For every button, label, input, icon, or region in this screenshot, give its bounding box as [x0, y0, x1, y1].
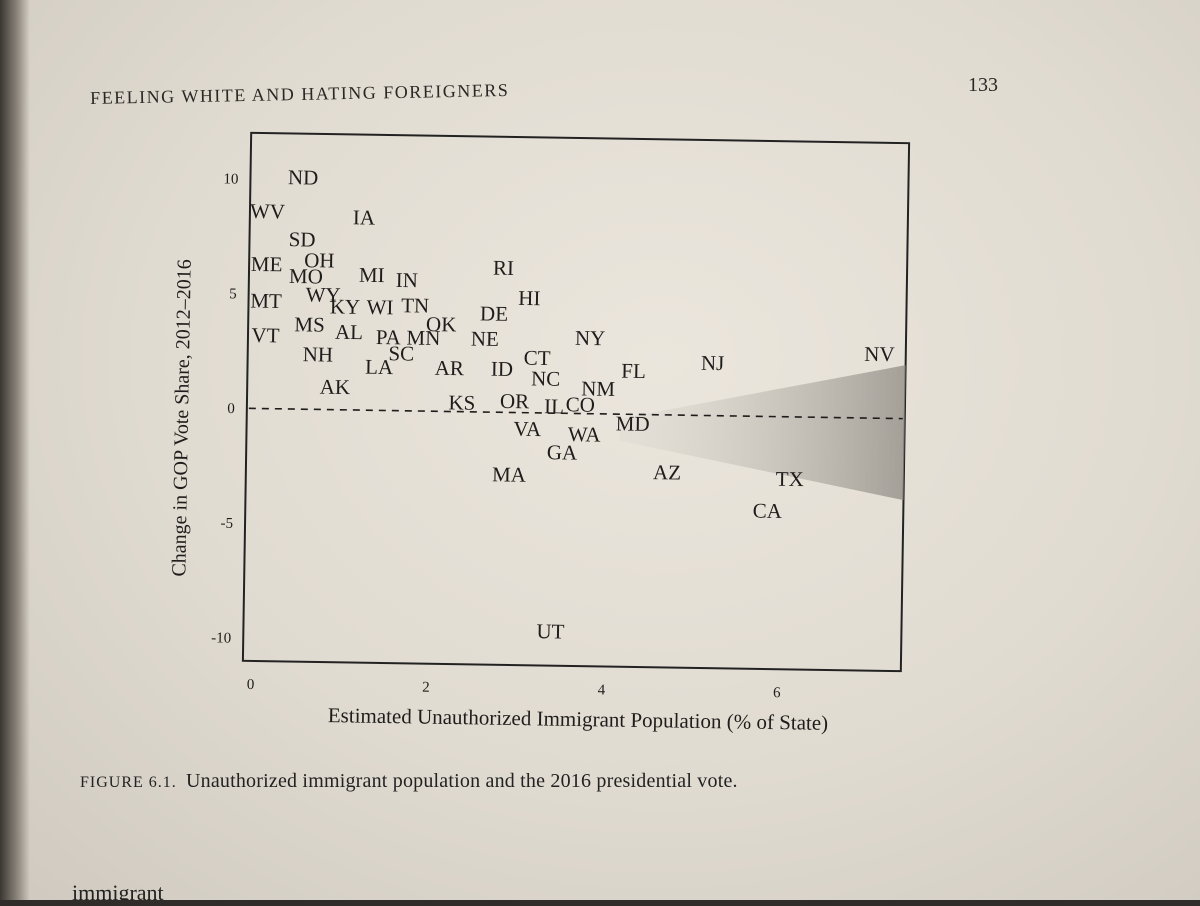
point-label-wy: WY [306, 283, 341, 308]
zero-reference-line [248, 407, 903, 420]
point-label-ny: NY [575, 326, 606, 350]
point-label-in: IN [396, 268, 419, 292]
point-label-nc: NC [531, 366, 561, 390]
point-label-mi: MI [359, 263, 385, 287]
point-label-vt: VT [251, 323, 280, 347]
point-label-ky: KY [330, 294, 361, 318]
point-label-la: LA [365, 355, 394, 379]
y-tick-label: 10 [223, 171, 238, 187]
point-label-ga: GA [547, 440, 579, 464]
confidence-band [619, 365, 906, 501]
point-label-wi: WI [366, 295, 393, 319]
point-label-wv: WV [250, 199, 285, 224]
page-gutter-shadow [0, 0, 30, 900]
point-label-pa: PA [376, 325, 402, 349]
point-label-tx: TX [776, 467, 804, 491]
point-label-nv: NV [864, 342, 895, 366]
point-label-sd: SD [289, 227, 316, 251]
point-label-ok: OK [426, 312, 457, 336]
x-tick-label: 2 [422, 680, 430, 696]
y-tick-label: -5 [220, 516, 233, 532]
point-label-me: ME [251, 252, 283, 276]
point-label-ut: UT [536, 619, 565, 643]
figure-caption: FIGURE 6.1. Unauthorized immigrant popul… [80, 770, 738, 793]
point-label-ms: MS [294, 312, 325, 336]
point-label-ca: CA [753, 498, 783, 522]
point-label-ct: CT [524, 346, 551, 370]
point-label-az: AZ [653, 460, 681, 484]
point-label-wa: WA [568, 422, 602, 447]
point-label-al: AL [335, 320, 363, 344]
point-label-ia: IA [353, 205, 376, 229]
point-label-hi: HI [518, 286, 541, 310]
point-label-nj: NJ [701, 351, 725, 375]
point-label-or: OR [500, 389, 530, 413]
point-label-nm: NM [581, 376, 616, 401]
point-label-nd: ND [288, 165, 319, 189]
point-label-ma: MA [492, 462, 527, 487]
body-text-fragment: immigrant [72, 880, 164, 905]
point-label-ar: AR [435, 356, 465, 380]
point-label-co: CO [566, 392, 596, 416]
point-label-ne: NE [471, 326, 499, 350]
page-number: 133 [968, 74, 998, 96]
point-label-ak: AK [320, 375, 351, 399]
point-label-de: DE [480, 301, 508, 325]
point-label-sc: SC [388, 341, 414, 365]
point-label-tn: TN [401, 293, 429, 317]
point-label-fl: FL [621, 359, 646, 383]
x-tick-label: 4 [598, 682, 606, 698]
point-label-oh: OH [304, 248, 335, 272]
point-label-mo: MO [289, 264, 323, 289]
x-tick-label: 0 [247, 677, 255, 693]
y-tick-label: -10 [211, 630, 231, 646]
point-label-mt: MT [250, 289, 282, 313]
point-label-ks: KS [448, 390, 475, 414]
x-axis-label: Estimated Unauthorized Immigrant Populat… [328, 703, 829, 735]
point-label-nh: NH [303, 342, 334, 366]
point-label-va: VA [513, 417, 542, 441]
point-label-mn: MN [406, 325, 440, 350]
point-label-id: ID [491, 357, 514, 381]
y-axis-label: Change in GOP Vote Share, 2012–2016 [168, 259, 196, 577]
x-tick-label: 6 [773, 685, 781, 701]
figure-label: FIGURE 6.1. [80, 774, 177, 791]
point-label-ri: RI [493, 256, 514, 280]
y-tick-label: 5 [229, 286, 237, 302]
point-label-md: MD [616, 411, 650, 436]
point-label-il: IL [544, 394, 564, 418]
y-tick-label: 0 [227, 401, 235, 417]
figure-caption-text: Unauthorized immigrant population and th… [185, 770, 738, 792]
